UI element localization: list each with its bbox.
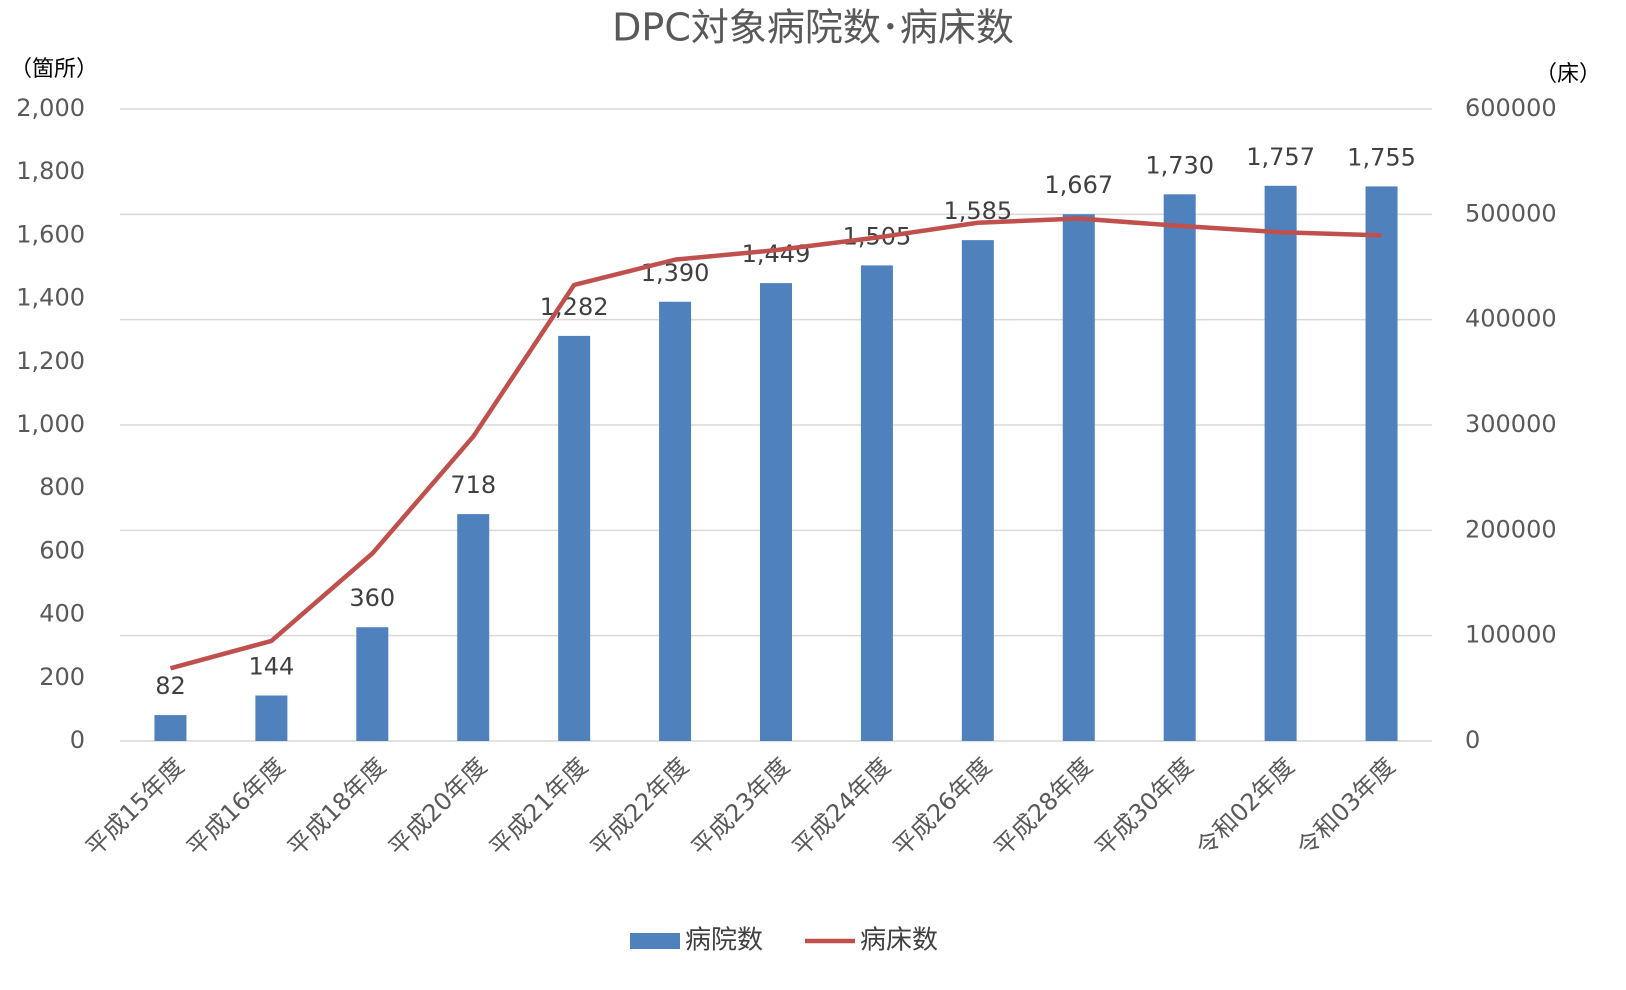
bar	[255, 695, 288, 741]
bar	[356, 627, 389, 741]
bar	[1264, 185, 1297, 742]
data-label: 1,282	[540, 293, 609, 321]
x-tick-label: 平成28年度	[989, 752, 1098, 861]
data-label: 1,730	[1145, 151, 1214, 179]
bar	[1365, 186, 1398, 742]
data-label: 360	[349, 584, 395, 612]
x-tick-label: 平成20年度	[383, 752, 492, 861]
bar	[1163, 194, 1196, 741]
x-tick-label: 令和02年度	[1191, 752, 1300, 861]
bar	[558, 335, 591, 741]
x-tick-label: 平成21年度	[484, 752, 593, 861]
y2-tick-label: 100000	[1465, 621, 1557, 649]
y-tick-label: 1,400	[16, 284, 85, 312]
y2-tick-label: 500000	[1465, 199, 1557, 227]
bar	[457, 514, 490, 741]
data-label: 1,667	[1044, 171, 1113, 199]
legend-label: 病院数	[685, 926, 763, 956]
x-tick-label: 平成16年度	[181, 752, 290, 861]
y2-tick-label: 600000	[1465, 94, 1557, 122]
chart-title: DPC対象病院数･病床数	[612, 6, 1014, 50]
y2-axis-unit: （床）	[1535, 62, 1601, 87]
x-tick-label: 平成23年度	[686, 752, 795, 861]
y2-tick-label: 200000	[1465, 515, 1557, 543]
data-label: 82	[155, 672, 186, 700]
y-tick-label: 2,000	[16, 94, 85, 122]
x-tick-label: 平成24年度	[787, 752, 896, 861]
bar	[1062, 214, 1095, 741]
bar	[659, 301, 692, 741]
data-label: 1,755	[1347, 143, 1416, 171]
y-tick-label: 1,800	[16, 157, 85, 185]
y2-tick-label: 0	[1465, 726, 1480, 754]
y-tick-label: 1,600	[16, 220, 85, 248]
bar	[154, 715, 187, 741]
y-tick-label: 400	[39, 600, 85, 628]
x-tick-label: 平成15年度	[80, 752, 189, 861]
bar	[961, 240, 994, 741]
legend-label: 病床数	[860, 926, 938, 956]
y-tick-label: 1,000	[16, 410, 85, 438]
x-tick-label: 令和03年度	[1291, 752, 1400, 861]
bar	[760, 283, 792, 741]
legend-swatch	[630, 933, 680, 949]
y-tick-label: 200	[39, 663, 85, 691]
bar	[860, 265, 893, 741]
x-tick-label: 平成30年度	[1090, 752, 1199, 861]
y-tick-label: 600	[39, 536, 85, 564]
x-tick-label: 平成22年度	[585, 752, 694, 861]
x-tick-label: 平成26年度	[888, 752, 997, 861]
y-tick-label: 800	[39, 473, 85, 501]
y-axis-unit: （箇所）	[10, 57, 98, 82]
line	[169, 216, 1382, 671]
y-tick-label: 0	[70, 726, 85, 754]
x-tick-label: 平成18年度	[282, 752, 391, 861]
data-label: 144	[248, 652, 294, 680]
y2-tick-label: 300000	[1465, 410, 1557, 438]
data-label: 1,757	[1246, 143, 1315, 171]
y2-tick-label: 400000	[1465, 305, 1557, 333]
data-label: 718	[450, 471, 496, 499]
data-label: 1,390	[641, 259, 710, 287]
y-tick-label: 1,200	[16, 347, 85, 375]
